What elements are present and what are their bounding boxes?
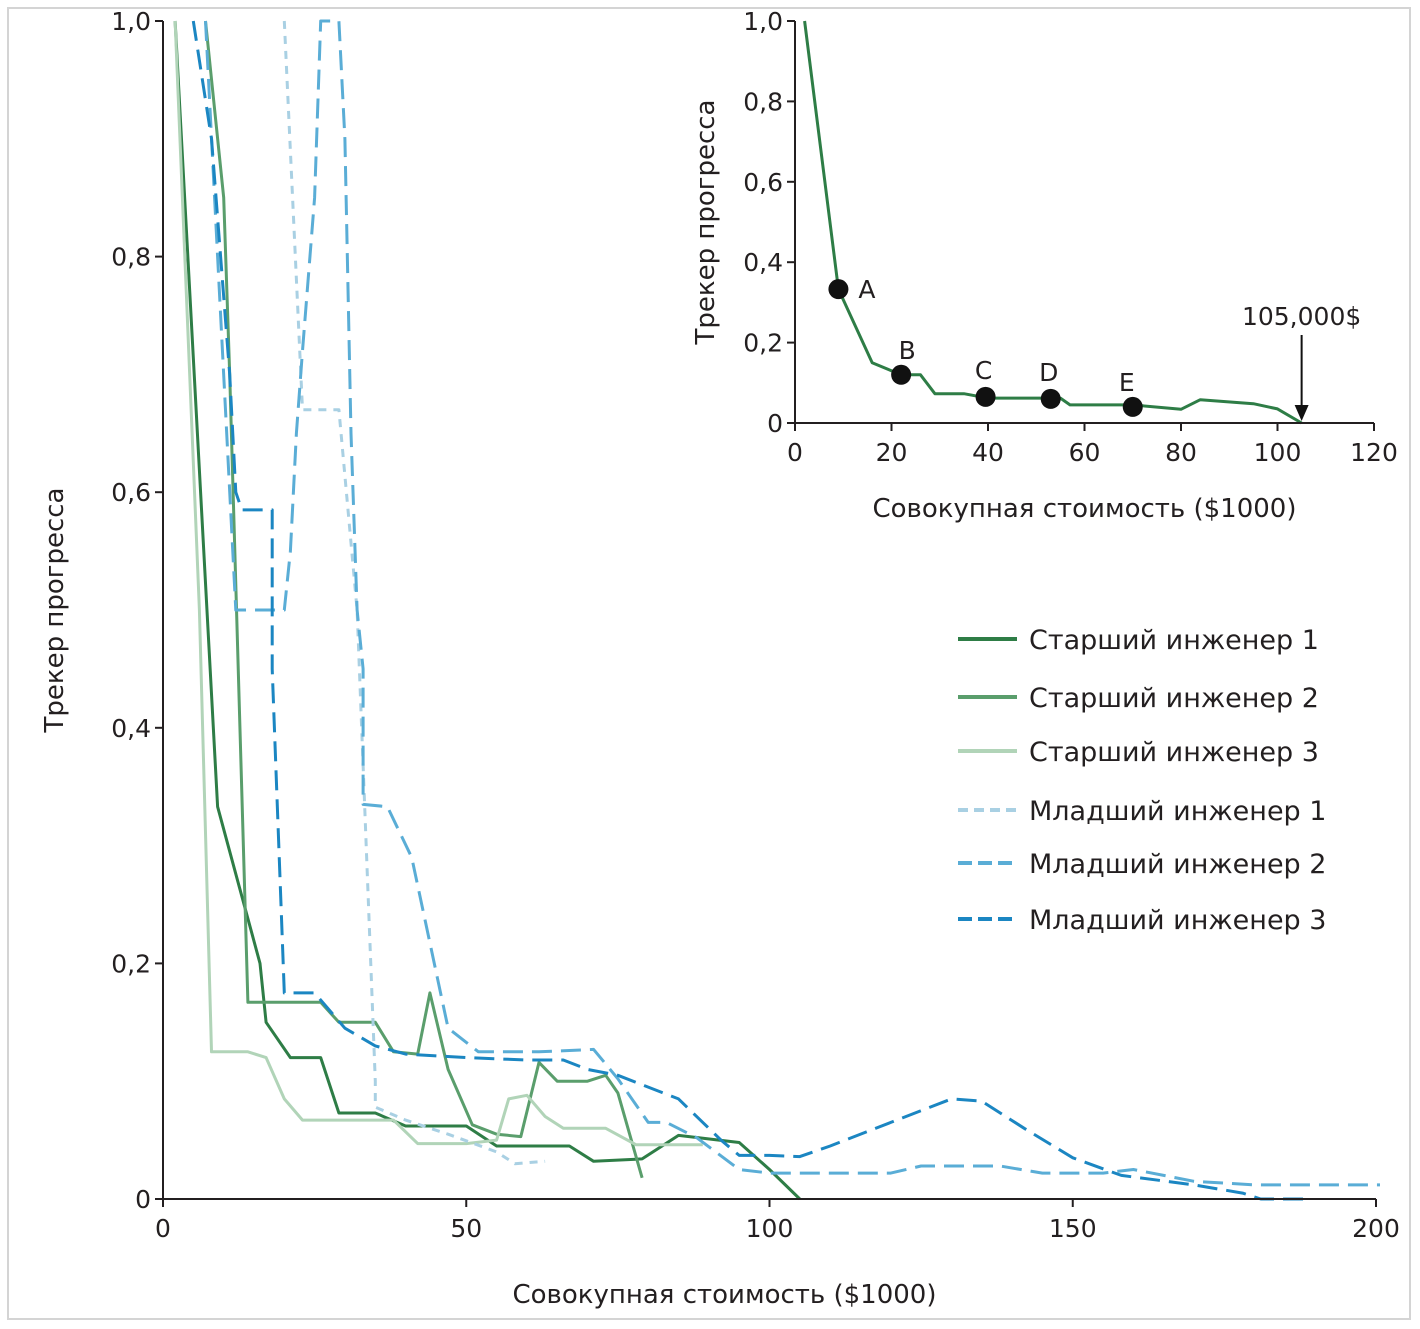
- point-marker-b: [891, 364, 912, 385]
- x-tick-label: 120: [1350, 438, 1398, 467]
- series-line-2: [204, 20, 644, 1179]
- point-marker-e: [1122, 396, 1143, 417]
- y-tick-label: 0,4: [743, 248, 783, 277]
- x-axis-title: Совокупная стоимость ($1000): [512, 1280, 936, 1310]
- x-tick-label: 0: [155, 1214, 171, 1243]
- legend-label: Младший инженер 2: [1029, 849, 1326, 880]
- y-tick-label: 0: [135, 1185, 151, 1214]
- series-line-3: [173, 20, 703, 1147]
- legend-label: Старший инженер 1: [1029, 625, 1319, 656]
- x-tick-label: 150: [1049, 1214, 1097, 1243]
- point-marker-a: [828, 279, 849, 300]
- figure-frame: [7, 7, 1411, 1320]
- point-label-e: E: [1119, 368, 1135, 397]
- x-tick-label: 200: [1352, 1214, 1400, 1243]
- y-tick-label: 0,8: [743, 87, 783, 116]
- x-tick-label: 20: [876, 438, 908, 467]
- series-line-5: [204, 19, 1380, 1187]
- x-tick-label: 100: [1254, 438, 1302, 467]
- y-tick-label: 0,6: [111, 478, 151, 507]
- legend: Старший инженер 1 Старший инженер 2 Старши…: [958, 625, 1326, 936]
- y-tick-label: 0,6: [743, 168, 783, 197]
- inset-chart: 0 0,2 0,4 0,6 0,8 1,0 0 20 40 60 80 100 120 Совокупна…: [691, 7, 1398, 524]
- series-line-4: [282, 20, 546, 1166]
- annotation-label: 105,000$: [1242, 302, 1361, 331]
- legend-label: Младший инженер 1: [1029, 796, 1326, 827]
- legend-label: Младший инженер 3: [1029, 905, 1326, 936]
- legend-label: Старший инженер 2: [1029, 683, 1319, 714]
- point-marker-d: [1040, 388, 1061, 409]
- series-line-6: [191, 20, 1304, 1201]
- y-tick-label: 1,0: [111, 7, 151, 36]
- y-tick-label: 0,2: [111, 949, 151, 978]
- y-tick-label: 1,0: [743, 7, 783, 36]
- point-label-d: D: [1039, 358, 1058, 387]
- x-tick-label: 60: [1069, 438, 1101, 467]
- point-label-a: A: [858, 275, 875, 304]
- x-tick-label: 0: [787, 438, 803, 467]
- point-marker-c: [975, 386, 996, 407]
- y-axis-title: Трекер прогресса: [40, 488, 70, 734]
- legend-label: Старший инженер 3: [1029, 737, 1319, 768]
- point-label-b: B: [899, 336, 916, 365]
- x-axis-title: Совокупная стоимость ($1000): [872, 494, 1296, 524]
- x-tick-label: 40: [972, 438, 1004, 467]
- x-tick-label: 80: [1165, 438, 1197, 467]
- y-tick-label: 0,4: [111, 714, 151, 743]
- y-tick-label: 0: [767, 409, 783, 438]
- series-line-1: [173, 20, 801, 1201]
- series-line-1: [803, 20, 1303, 425]
- y-tick-label: 0,2: [743, 329, 783, 358]
- y-axis-title: Трекер прогресса: [691, 100, 721, 346]
- y-tick-label: 0,8: [111, 243, 151, 272]
- annotation-arrow-head: [1294, 405, 1309, 421]
- x-tick-label: 50: [450, 1214, 482, 1243]
- x-tick-label: 100: [746, 1214, 794, 1243]
- point-label-c: C: [975, 356, 992, 385]
